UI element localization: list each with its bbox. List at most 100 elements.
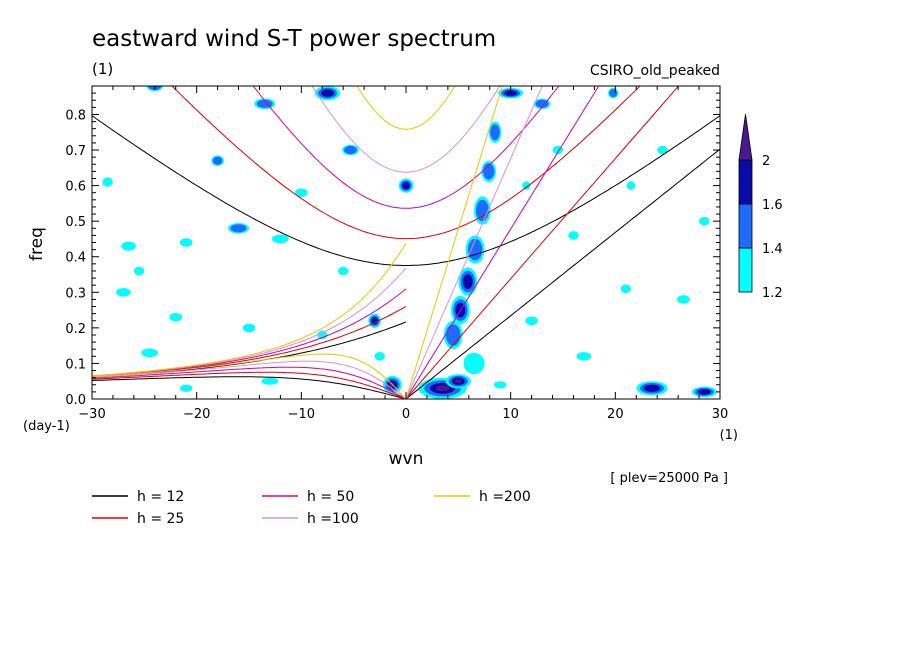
- y-tick-label: 0.2: [65, 322, 86, 337]
- power-patch-level-0: [522, 181, 531, 190]
- colorbar-extend-arrow: [738, 113, 753, 161]
- power-patch-level-0: [121, 241, 136, 251]
- power-patch: [317, 330, 328, 340]
- power-patch: [498, 87, 524, 99]
- power-patch-level-0: [141, 348, 159, 358]
- dispersion-curve-rossby: [92, 353, 407, 399]
- y-tick-label: 0.1: [65, 357, 86, 372]
- x-axis-label: wvn: [389, 449, 424, 469]
- power-patch-level-0: [620, 284, 631, 294]
- dispersion-curve-ig1: [311, 86, 501, 173]
- power-patch: [242, 323, 256, 333]
- power-patch: [179, 384, 193, 392]
- colorbar-label: 1.6: [762, 198, 783, 213]
- legend-label: h = 25: [137, 511, 184, 527]
- y-tick-label: 0.3: [65, 286, 86, 301]
- y-tick-label: 0.5: [65, 215, 86, 230]
- power-patch: [342, 144, 359, 156]
- power-patch: [261, 377, 279, 385]
- dispersion-curve-kelvin: [405, 148, 720, 399]
- y-tick-label: 0.6: [65, 180, 86, 195]
- power-patch-level-0: [699, 216, 710, 226]
- power-patch: [272, 234, 289, 244]
- power-patch-level-1: [212, 156, 223, 165]
- power-patch: [121, 241, 136, 251]
- dispersion-curve-rossby: [92, 366, 407, 399]
- power-patch-level-2: [643, 384, 661, 392]
- power-patch-level-0: [463, 352, 485, 375]
- power-patch: [445, 374, 471, 389]
- dispersion-curve-ig1: [356, 86, 456, 130]
- power-patch-level-1: [490, 124, 500, 141]
- x-tick-label: −20: [183, 407, 210, 422]
- power-patch-level-0: [374, 352, 385, 361]
- plev-annotation: [ plev=25000 Pa ]: [610, 471, 728, 486]
- power-patch: [398, 178, 414, 193]
- dispersion-curve-mrg: [92, 305, 407, 378]
- power-patch: [568, 231, 579, 240]
- power-patch-level-2: [321, 89, 334, 97]
- power-patch-level-0: [493, 381, 507, 389]
- power-patch: [522, 181, 531, 190]
- power-patch: [533, 98, 551, 110]
- y-tick-label: 0.4: [65, 251, 86, 266]
- power-patch: [228, 223, 249, 234]
- power-patch: [102, 177, 113, 187]
- power-patch: [295, 188, 308, 197]
- legend-label: h =200: [479, 489, 531, 505]
- power-patch: [608, 87, 619, 99]
- power-patch-level-1: [535, 99, 549, 108]
- power-patch: [463, 352, 485, 375]
- x-tick-label: −10: [288, 407, 315, 422]
- power-patch-level-0: [102, 177, 113, 187]
- power-patch: [374, 352, 385, 361]
- power-patch-level-1: [230, 224, 247, 233]
- x-tick-label: −30: [78, 407, 105, 422]
- power-patch-level-2: [504, 90, 518, 96]
- power-patch: [699, 216, 710, 226]
- chart-subtitle-left: (1): [92, 60, 113, 78]
- power-patch-level-0: [179, 238, 193, 247]
- x-tick-label: 20: [607, 407, 624, 422]
- power-patch-level-0: [261, 377, 279, 385]
- power-patch-level-1: [467, 238, 483, 261]
- colorbar-segment: [738, 247, 753, 293]
- legend: h = 12 h = 25 h = 50 h =100 h =200: [92, 489, 531, 527]
- colorbar-label: 1.2: [762, 286, 783, 301]
- power-patch-level-2: [371, 317, 378, 325]
- power-patch-level-0: [626, 181, 636, 190]
- power-patch: [691, 386, 717, 398]
- power-patch-level-0: [677, 295, 690, 304]
- y-tick-label: 0.7: [65, 144, 86, 159]
- power-patch: [133, 266, 145, 276]
- dispersion-curve-rossby: [92, 376, 407, 399]
- power-patch-level-0: [272, 234, 289, 244]
- power-patch-level-3: [435, 385, 450, 392]
- x-tick-label: 0: [402, 407, 410, 422]
- colorbar-segment: [738, 159, 753, 205]
- power-patch: [626, 181, 636, 190]
- power-patch: [179, 238, 193, 247]
- dispersion-curves: [92, 86, 720, 399]
- power-patch-level-2: [402, 181, 410, 190]
- chart-title: eastward wind S-T power spectrum: [92, 26, 496, 52]
- power-patch-level-3: [454, 379, 462, 384]
- power-patch-level-1: [445, 324, 461, 346]
- power-patch: [338, 266, 349, 276]
- chart-subtitle-right: CSIRO_old_peaked: [590, 63, 720, 79]
- colorbar: 1.2 1.4 1.6 2: [738, 113, 783, 301]
- power-patch: [458, 267, 478, 296]
- dispersion-curve-kelvin: [405, 86, 600, 399]
- dispersion-curve-kelvin: [405, 86, 680, 399]
- power-patch: [314, 86, 341, 101]
- power-patch-level-1: [483, 163, 495, 180]
- power-patch-level-2: [462, 274, 473, 289]
- power-patch: [488, 121, 502, 143]
- power-patch: [116, 288, 131, 297]
- power-patch: [141, 348, 159, 358]
- colorbar-segment: [738, 203, 753, 249]
- y-tick-label: 0.0: [65, 393, 86, 408]
- power-patch: [169, 312, 182, 322]
- power-patch: [481, 160, 497, 183]
